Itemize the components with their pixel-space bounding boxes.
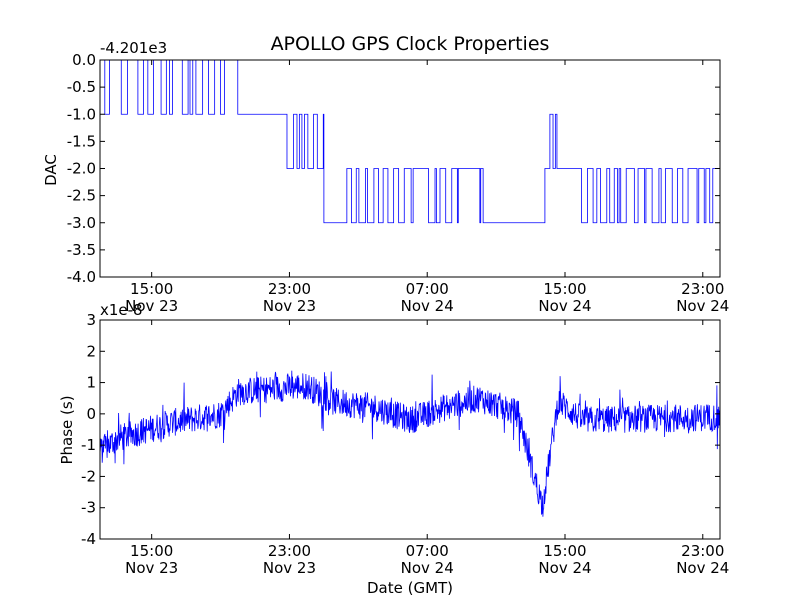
dac-offset-label: -4.201e3 xyxy=(100,39,167,57)
phase-xtick-date: Nov 24 xyxy=(676,559,729,577)
dac-ytick-label: 0.0 xyxy=(72,51,96,69)
phase-ytick-label: 1 xyxy=(86,374,96,392)
phase-xtick-date: Nov 24 xyxy=(538,559,591,577)
dac-plot-area xyxy=(99,59,721,278)
phase-series-path xyxy=(99,370,721,517)
dac-xtick-time: 23:00 xyxy=(268,280,311,298)
dac-ytick-label: -1.5 xyxy=(67,132,96,150)
phase-xtick-time: 23:00 xyxy=(268,542,311,560)
dac-ytick-label: -2.5 xyxy=(67,187,96,205)
dac-ytick-label: -4.0 xyxy=(67,268,96,286)
phase-series-line xyxy=(99,370,721,517)
dac-ytick-label: -0.5 xyxy=(67,78,96,96)
phase-ytick-label: -3 xyxy=(81,499,96,517)
phase-ytick-label: -1 xyxy=(81,436,96,454)
dac-xtick-date: Nov 23 xyxy=(125,297,178,315)
dac-ytick-label: -1.0 xyxy=(67,105,96,123)
phase-ytick-label: 3 xyxy=(86,311,96,329)
phase-ytick-label: -4 xyxy=(81,530,96,548)
phase-xtick-time: 15:00 xyxy=(130,542,173,560)
chart-title: APOLLO GPS Clock Properties xyxy=(271,33,550,55)
dac-y-axis: 0.0 -0.5 -1.0 -1.5 -2.0 -2.5 -3.0 -3.5 -4.0 xyxy=(67,51,720,286)
phase-offset-label: x1e-8 xyxy=(100,301,143,319)
phase-y-axis: 3 2 1 0 -1 -2 -3 -4 xyxy=(81,311,720,548)
phase-y-axis-label: Phase (s) xyxy=(58,395,76,464)
dac-xtick-date: Nov 24 xyxy=(401,297,454,315)
phase-xtick-date: Nov 23 xyxy=(125,559,178,577)
dac-ytick-label: -2.0 xyxy=(67,160,96,178)
dac-ytick-label: -3.0 xyxy=(67,214,96,232)
phase-xtick-date: Nov 24 xyxy=(401,559,454,577)
phase-plot-area xyxy=(99,319,721,540)
dac-xtick-time: 23:00 xyxy=(681,280,724,298)
dac-xtick-date: Nov 24 xyxy=(538,297,591,315)
phase-xtick-time: 15:00 xyxy=(543,542,586,560)
phase-xtick-time: 23:00 xyxy=(681,542,724,560)
phase-xtick-time: 07:00 xyxy=(406,542,449,560)
dac-panel: 0.0 -0.5 -1.0 -1.5 -2.0 -2.5 -3.0 -3.5 -4.0 15:0… xyxy=(42,39,729,315)
dac-xtick-date: Nov 24 xyxy=(676,297,729,315)
phase-ytick-label: -2 xyxy=(81,467,96,485)
dac-ytick-label: -3.5 xyxy=(67,241,96,259)
dac-xtick-time: 15:00 xyxy=(130,280,173,298)
dac-xtick-time: 07:00 xyxy=(406,280,449,298)
phase-xtick-date: Nov 23 xyxy=(263,559,316,577)
dac-y-axis-label: DAC xyxy=(42,154,60,186)
phase-x-axis-label: Date (GMT) xyxy=(367,579,453,597)
phase-ytick-label: 2 xyxy=(86,342,96,360)
phase-ytick-label: 0 xyxy=(86,405,96,423)
dac-xtick-time: 15:00 xyxy=(543,280,586,298)
dac-xtick-date: Nov 23 xyxy=(263,297,316,315)
